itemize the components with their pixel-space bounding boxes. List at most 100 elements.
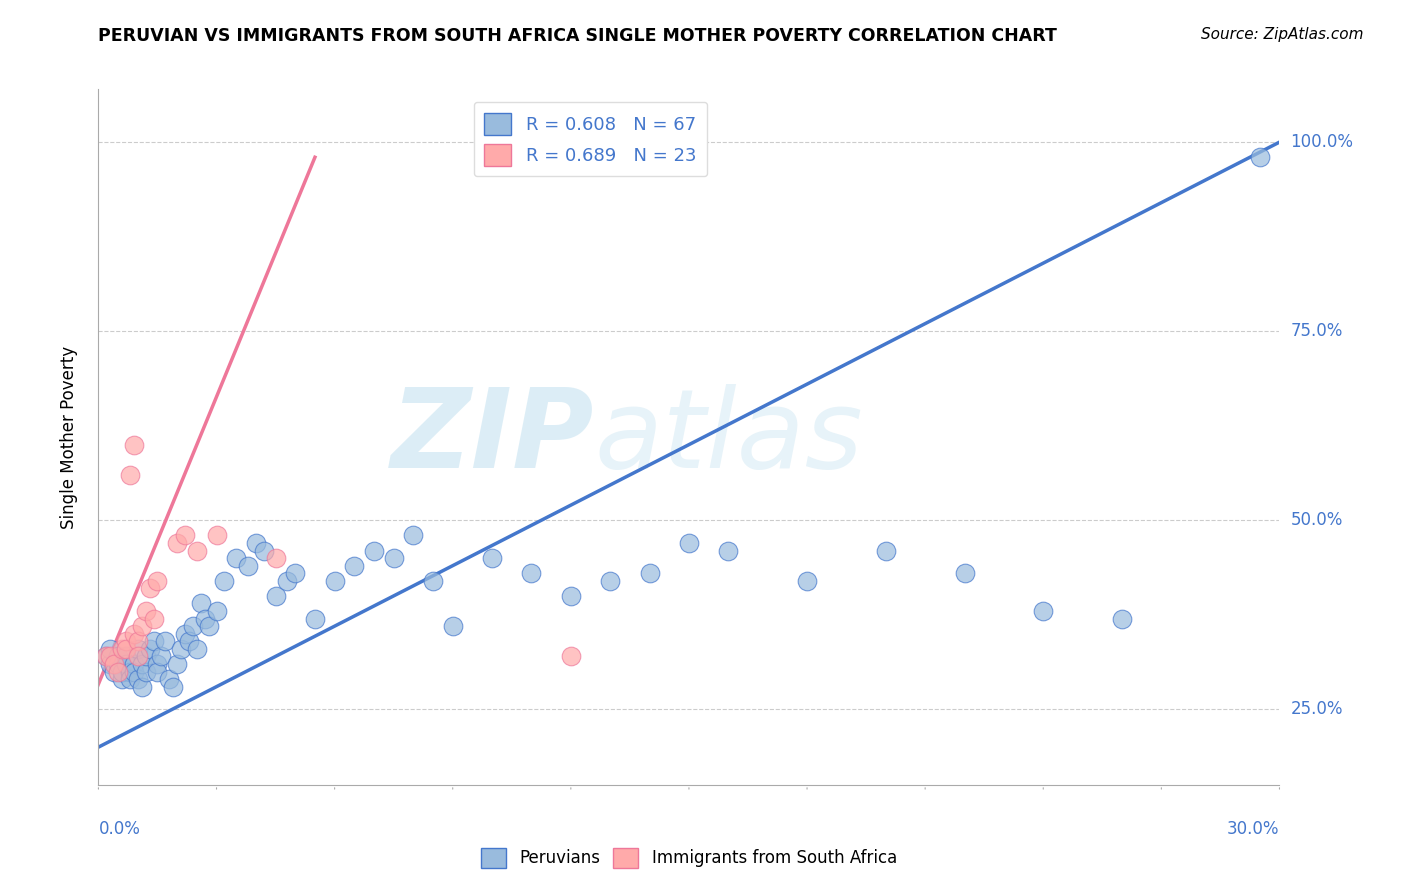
Legend: Peruvians, Immigrants from South Africa: Peruvians, Immigrants from South Africa (474, 841, 904, 875)
Point (422, 574, 444, 588)
Point (118, 672, 141, 686)
Point (717, 543, 740, 558)
Point (131, 619, 153, 633)
Point (560, 589, 582, 603)
Point (186, 543, 208, 558)
Point (194, 611, 217, 625)
Point (138, 641, 160, 656)
Point (107, 665, 129, 679)
Point (382, 551, 405, 566)
Point (1249, 150, 1271, 164)
Point (162, 680, 184, 694)
Point (304, 611, 326, 625)
Point (142, 611, 165, 625)
Point (323, 574, 346, 588)
Text: 0.0%: 0.0% (98, 820, 141, 838)
Point (441, 619, 464, 633)
Point (174, 626, 197, 640)
Point (131, 657, 153, 671)
Point (115, 641, 138, 656)
Point (166, 536, 188, 550)
Point (197, 619, 219, 633)
Point (131, 680, 153, 694)
Point (264, 551, 287, 566)
Point (214, 574, 236, 588)
Point (127, 634, 149, 648)
Point (205, 528, 228, 542)
Point (142, 634, 165, 648)
Point (796, 574, 818, 588)
Point (96, 649, 118, 664)
Point (481, 551, 503, 566)
Point (166, 657, 188, 671)
Point (122, 626, 145, 640)
Point (122, 657, 145, 671)
Text: atlas: atlas (595, 384, 863, 491)
Point (150, 649, 173, 664)
Point (174, 528, 197, 542)
Point (107, 649, 129, 664)
Text: 100.0%: 100.0% (1291, 133, 1354, 151)
Point (170, 641, 193, 656)
Point (115, 649, 138, 664)
Point (560, 649, 582, 664)
Point (190, 597, 212, 611)
Point (103, 665, 125, 679)
Point (205, 604, 228, 618)
Text: 50.0%: 50.0% (1291, 511, 1343, 529)
Y-axis label: Single Mother Poverty: Single Mother Poverty (59, 345, 77, 529)
Point (111, 672, 134, 686)
Text: 25.0%: 25.0% (1291, 700, 1343, 718)
Point (98, 641, 121, 656)
Point (118, 467, 141, 482)
Point (1111, 611, 1133, 625)
Point (127, 649, 149, 664)
Text: ZIP: ZIP (391, 384, 595, 491)
Point (225, 551, 247, 566)
Point (115, 634, 138, 648)
Point (343, 558, 366, 573)
Point (520, 566, 543, 581)
Text: 75.0%: 75.0% (1291, 322, 1343, 340)
Point (96, 649, 118, 664)
Point (135, 649, 157, 664)
Point (98, 657, 121, 671)
Point (146, 574, 169, 588)
Point (138, 582, 160, 596)
Text: PERUVIAN VS IMMIGRANTS FROM SOUTH AFRICA SINGLE MOTHER POVERTY CORRELATION CHART: PERUVIAN VS IMMIGRANTS FROM SOUTH AFRICA… (98, 27, 1057, 45)
Point (181, 619, 204, 633)
Point (186, 641, 208, 656)
Point (115, 657, 138, 671)
Text: Source: ZipAtlas.com: Source: ZipAtlas.com (1201, 27, 1364, 42)
Point (98, 649, 121, 664)
Point (253, 543, 276, 558)
Point (363, 543, 385, 558)
Point (155, 634, 177, 648)
Point (245, 536, 267, 550)
Point (135, 604, 157, 618)
Point (1032, 604, 1054, 618)
Point (157, 672, 180, 686)
Point (146, 665, 169, 679)
Point (122, 665, 145, 679)
Point (103, 657, 125, 671)
Text: 30.0%: 30.0% (1227, 820, 1279, 838)
Point (107, 657, 129, 671)
Point (146, 657, 169, 671)
Point (236, 558, 259, 573)
Point (122, 437, 145, 451)
Point (118, 665, 141, 679)
Point (127, 672, 149, 686)
Point (264, 589, 287, 603)
Point (678, 536, 700, 550)
Point (284, 566, 307, 581)
Point (127, 641, 149, 656)
Point (177, 634, 200, 648)
Point (638, 566, 661, 581)
Point (111, 641, 134, 656)
Point (402, 528, 425, 542)
Point (953, 566, 976, 581)
Point (276, 574, 298, 588)
Point (111, 665, 134, 679)
Point (875, 543, 897, 558)
